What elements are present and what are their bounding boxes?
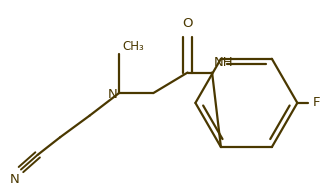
Text: N: N (9, 174, 19, 187)
Text: O: O (182, 17, 193, 30)
Text: NH: NH (214, 56, 234, 69)
Text: F: F (313, 96, 321, 109)
Text: CH₃: CH₃ (122, 40, 144, 53)
Text: N: N (107, 88, 117, 101)
